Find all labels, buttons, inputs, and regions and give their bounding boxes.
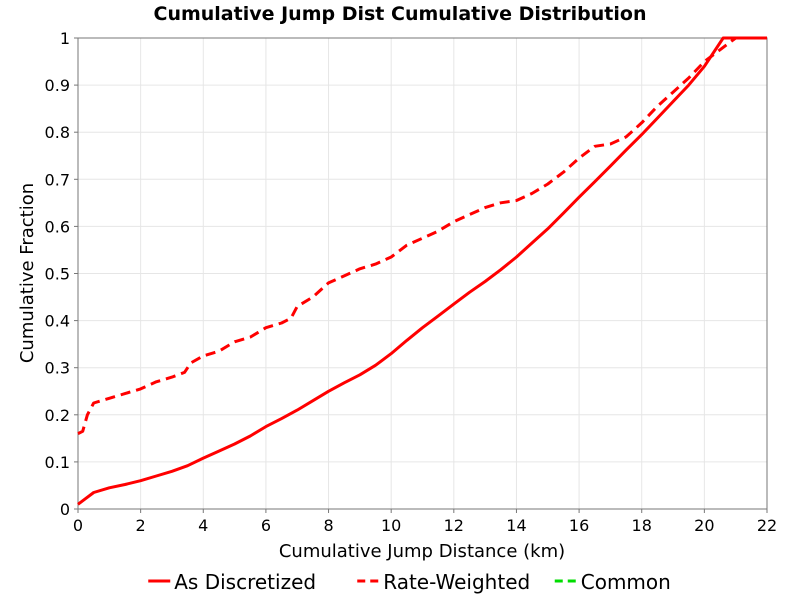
- series-line-rate-weighted: [77, 36, 767, 435]
- x-tick-label: 4: [198, 516, 208, 535]
- y-tick-label: 0.7: [45, 170, 70, 189]
- x-tick-label: 12: [444, 516, 464, 535]
- x-tick-label: 18: [632, 516, 652, 535]
- y-tick-label: 0.3: [45, 359, 70, 378]
- y-tick-label: 0.1: [45, 453, 70, 472]
- x-tick-label: 2: [136, 516, 146, 535]
- legend-label: Common: [581, 570, 671, 594]
- y-tick-label: 0.6: [45, 217, 70, 236]
- y-tick-label: 0.8: [45, 123, 70, 142]
- legend: As Discretized Rate-Weighted Common: [148, 570, 671, 594]
- series-lines: [77, 36, 767, 506]
- axis-ticks: 0 2 4 6 8 10 12 14 16 18 20 22 0 0.1 0.2 0.3 0.4 0.5 0.6 0.…: [45, 29, 778, 535]
- x-tick-label: 0: [73, 516, 83, 535]
- x-axis-label: Cumulative Jump Distance (km): [279, 541, 565, 562]
- grid-lines: [77, 37, 768, 510]
- x-tick-label: 20: [694, 516, 714, 535]
- legend-label: As Discretized: [174, 570, 316, 594]
- x-tick-label: 10: [381, 516, 401, 535]
- y-tick-label: 1: [60, 29, 70, 48]
- series-line-as-discretized: [77, 36, 767, 506]
- legend-label: Rate-Weighted: [383, 570, 530, 594]
- x-tick-label: 16: [569, 516, 589, 535]
- x-tick-label: 22: [757, 516, 777, 535]
- x-tick-label: 6: [261, 516, 271, 535]
- y-tick-label: 0.4: [45, 312, 70, 331]
- y-tick-label: 0.5: [45, 265, 70, 284]
- y-tick-label: 0.9: [45, 76, 70, 95]
- y-tick-label: 0: [60, 500, 70, 519]
- x-tick-label: 8: [323, 516, 333, 535]
- chart-title: Cumulative Jump Dist Cumulative Distribu…: [154, 3, 647, 25]
- y-axis-label: Cumulative Fraction: [17, 183, 38, 363]
- x-tick-label: 14: [506, 516, 526, 535]
- y-tick-label: 0.2: [45, 406, 70, 425]
